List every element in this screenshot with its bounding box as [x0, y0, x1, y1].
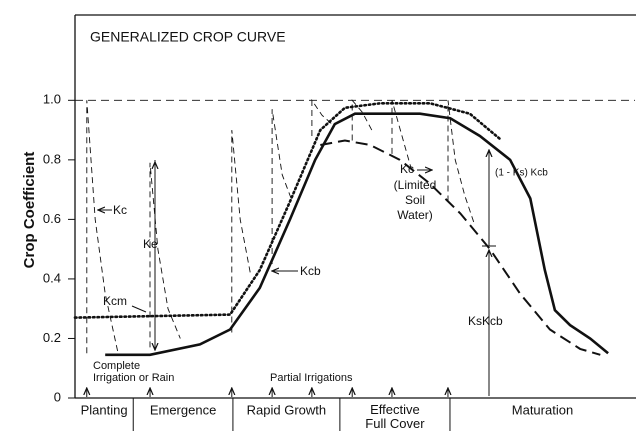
series-line — [73, 102, 502, 319]
annotation: Kcm — [103, 294, 127, 308]
y-tick-label: 0 — [54, 389, 61, 404]
stage-label: Rapid Growth — [247, 402, 326, 417]
series-line — [105, 112, 609, 357]
annotation: Soil — [405, 193, 425, 207]
stage-label: Effective Full Cover — [365, 402, 425, 431]
y-tick-label: 0.8 — [43, 151, 61, 166]
series-line — [320, 139, 601, 356]
annotation: Partial Irrigations — [270, 372, 353, 384]
annotation: (1 - Ks) Kcb — [495, 168, 548, 179]
annotation: Complete — [93, 360, 140, 372]
annotation: Kcb — [300, 264, 321, 278]
y-tick-label: 0.2 — [43, 330, 61, 345]
arrow — [131, 305, 147, 313]
y-tick-label: 1.0 — [43, 92, 61, 107]
y-tick-label: 0.4 — [43, 270, 61, 285]
series-line — [86, 98, 476, 354]
y-axis-label: Crop Coefficient — [21, 152, 38, 269]
stage-label: Maturation — [512, 402, 573, 417]
stage-label: Planting — [81, 402, 128, 417]
annotation: (Limited — [394, 178, 437, 192]
annotation: Ke — [143, 237, 158, 251]
annotation: Irrigation or Rain — [93, 372, 174, 384]
y-tick-label: 0.6 — [43, 211, 61, 226]
annotation: Kc — [113, 203, 127, 217]
chart-title: GENERALIZED CROP CURVE — [90, 29, 286, 45]
annotation: Water) — [397, 208, 433, 222]
stage-label: Emergence — [150, 402, 216, 417]
annotation: KsKcb — [468, 314, 503, 328]
